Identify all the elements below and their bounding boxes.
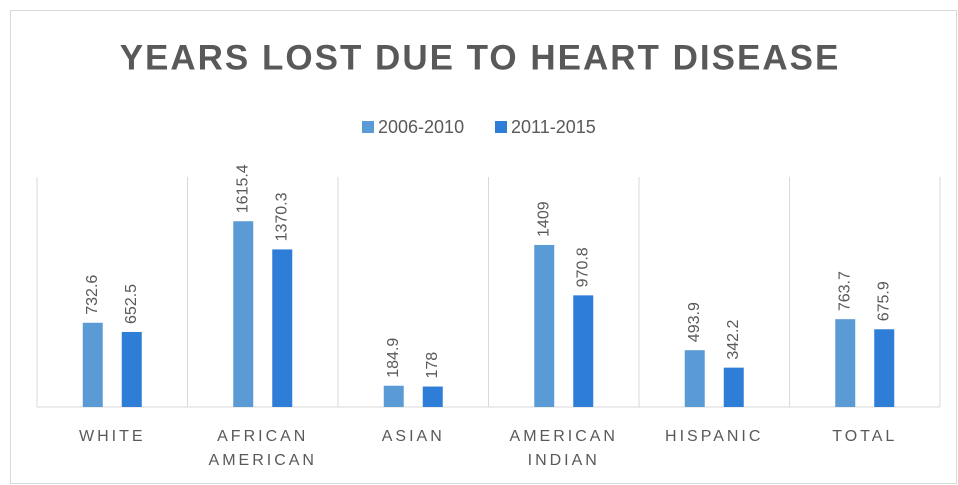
bar (573, 295, 594, 407)
x-tick-label: HISPANIC (665, 428, 763, 445)
bar (422, 386, 443, 407)
legend-swatch (495, 121, 507, 133)
bar (684, 350, 705, 407)
data-label: 342.2 (725, 320, 742, 360)
bar (121, 331, 142, 407)
data-label: 178 (424, 352, 441, 379)
data-label: 1409 (535, 201, 552, 237)
bar (82, 322, 103, 407)
legend-label: 2011-2015 (511, 117, 596, 137)
bar (383, 385, 404, 407)
bar (835, 319, 856, 407)
data-label: 675.9 (875, 281, 892, 321)
bar (874, 329, 895, 407)
x-tick-label: AFRICAN AMERICAN (209, 428, 317, 469)
chart-title: YEARS LOST DUE TO HEART DISEASE (120, 38, 841, 77)
data-label: 1370.3 (273, 192, 290, 241)
data-label: 970.8 (574, 247, 591, 287)
bar (534, 244, 555, 407)
legend-swatch (362, 121, 374, 133)
x-tick-label: WHITE (79, 428, 146, 445)
x-tick-label: TOTAL (832, 428, 897, 445)
data-label: 1615.4 (234, 164, 251, 213)
bar (233, 221, 254, 407)
chart-border (10, 10, 957, 484)
data-label: 732.6 (84, 275, 101, 315)
data-label: 184.9 (385, 338, 402, 378)
x-tick-label: AMERICAN INDIAN (510, 428, 618, 469)
bar (272, 249, 293, 407)
data-label: 652.5 (123, 284, 140, 324)
legend-label: 2006-2010 (378, 117, 464, 137)
data-label: 763.7 (836, 271, 853, 311)
x-tick-label: ASIAN (382, 428, 445, 445)
bar (723, 367, 744, 407)
data-label: 493.9 (686, 302, 703, 342)
